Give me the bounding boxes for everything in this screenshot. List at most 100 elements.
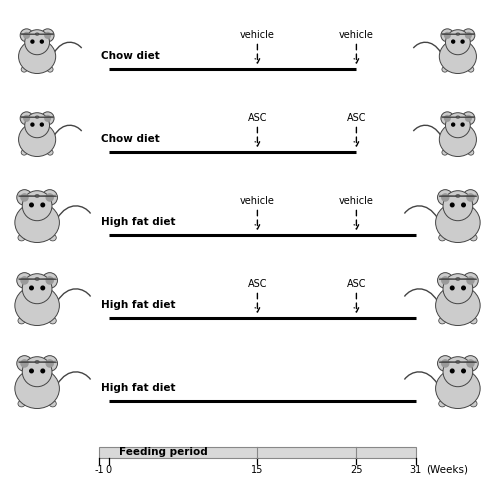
Ellipse shape bbox=[436, 286, 480, 326]
Circle shape bbox=[31, 123, 34, 126]
Circle shape bbox=[443, 274, 473, 304]
Circle shape bbox=[22, 274, 52, 304]
Ellipse shape bbox=[465, 313, 471, 320]
Text: Feeding period: Feeding period bbox=[119, 447, 207, 457]
Ellipse shape bbox=[47, 150, 53, 155]
Circle shape bbox=[40, 123, 43, 126]
Ellipse shape bbox=[18, 400, 25, 407]
Ellipse shape bbox=[436, 202, 480, 242]
Ellipse shape bbox=[468, 66, 474, 72]
Ellipse shape bbox=[24, 313, 31, 320]
Circle shape bbox=[20, 359, 29, 368]
Text: ASC: ASC bbox=[248, 279, 267, 289]
Ellipse shape bbox=[439, 234, 446, 241]
Ellipse shape bbox=[463, 63, 469, 69]
Ellipse shape bbox=[43, 146, 48, 152]
Ellipse shape bbox=[36, 116, 39, 118]
Circle shape bbox=[31, 40, 34, 43]
Circle shape bbox=[446, 30, 470, 54]
Circle shape bbox=[462, 29, 475, 42]
Circle shape bbox=[25, 30, 50, 54]
Ellipse shape bbox=[470, 400, 477, 407]
Circle shape bbox=[17, 272, 32, 288]
Circle shape bbox=[441, 359, 449, 368]
Ellipse shape bbox=[19, 122, 55, 156]
Circle shape bbox=[465, 32, 472, 39]
Text: High fat diet: High fat diet bbox=[101, 300, 176, 310]
Circle shape bbox=[444, 115, 451, 122]
Circle shape bbox=[462, 112, 475, 125]
Circle shape bbox=[25, 112, 50, 138]
Circle shape bbox=[462, 369, 465, 372]
Circle shape bbox=[450, 203, 454, 207]
Text: vehicle: vehicle bbox=[339, 196, 374, 206]
Ellipse shape bbox=[15, 368, 59, 408]
Circle shape bbox=[444, 32, 451, 39]
Ellipse shape bbox=[439, 400, 446, 407]
Text: High fat diet: High fat diet bbox=[101, 217, 176, 227]
Ellipse shape bbox=[465, 396, 471, 404]
Ellipse shape bbox=[15, 202, 59, 242]
Circle shape bbox=[23, 32, 30, 39]
Circle shape bbox=[461, 123, 464, 126]
Circle shape bbox=[461, 40, 464, 43]
Ellipse shape bbox=[21, 66, 27, 72]
Circle shape bbox=[44, 115, 51, 122]
Circle shape bbox=[443, 190, 473, 220]
Ellipse shape bbox=[436, 368, 480, 408]
Circle shape bbox=[441, 112, 454, 125]
Ellipse shape bbox=[15, 286, 59, 326]
Text: 15: 15 bbox=[251, 465, 264, 475]
Ellipse shape bbox=[442, 150, 448, 155]
Ellipse shape bbox=[19, 40, 55, 74]
Ellipse shape bbox=[24, 396, 31, 404]
Ellipse shape bbox=[456, 116, 459, 118]
Text: vehicle: vehicle bbox=[339, 30, 374, 40]
Ellipse shape bbox=[470, 318, 477, 324]
Ellipse shape bbox=[49, 400, 56, 407]
Ellipse shape bbox=[44, 230, 50, 237]
Ellipse shape bbox=[447, 63, 452, 69]
Text: -1: -1 bbox=[94, 465, 104, 475]
Circle shape bbox=[46, 276, 54, 284]
Circle shape bbox=[44, 32, 51, 39]
Bar bbox=[99, 446, 416, 458]
Circle shape bbox=[46, 193, 54, 202]
Circle shape bbox=[22, 190, 52, 220]
Text: 0: 0 bbox=[106, 465, 112, 475]
Circle shape bbox=[42, 190, 57, 205]
Circle shape bbox=[17, 356, 32, 371]
Circle shape bbox=[463, 272, 478, 288]
Ellipse shape bbox=[445, 230, 451, 237]
Circle shape bbox=[20, 29, 33, 42]
Ellipse shape bbox=[18, 234, 25, 241]
Ellipse shape bbox=[21, 150, 27, 155]
Ellipse shape bbox=[456, 361, 460, 363]
Ellipse shape bbox=[44, 313, 50, 320]
Circle shape bbox=[466, 276, 475, 284]
Circle shape bbox=[452, 123, 455, 126]
Circle shape bbox=[441, 276, 449, 284]
Ellipse shape bbox=[463, 146, 469, 152]
Text: ASC: ASC bbox=[346, 113, 366, 123]
Ellipse shape bbox=[442, 66, 448, 72]
Circle shape bbox=[20, 112, 33, 125]
Ellipse shape bbox=[445, 396, 451, 404]
Text: Chow diet: Chow diet bbox=[101, 51, 160, 61]
Circle shape bbox=[463, 190, 478, 205]
Text: (Weeks): (Weeks) bbox=[426, 465, 468, 475]
Text: vehicle: vehicle bbox=[240, 30, 275, 40]
Circle shape bbox=[466, 359, 475, 368]
Circle shape bbox=[41, 286, 45, 290]
Circle shape bbox=[30, 203, 33, 207]
Ellipse shape bbox=[35, 361, 39, 363]
Ellipse shape bbox=[456, 33, 459, 35]
Ellipse shape bbox=[26, 146, 32, 152]
Circle shape bbox=[441, 29, 454, 42]
Circle shape bbox=[446, 112, 470, 138]
Circle shape bbox=[463, 356, 478, 371]
Circle shape bbox=[438, 356, 453, 371]
Ellipse shape bbox=[456, 195, 460, 197]
Ellipse shape bbox=[439, 318, 446, 324]
Circle shape bbox=[462, 203, 465, 207]
